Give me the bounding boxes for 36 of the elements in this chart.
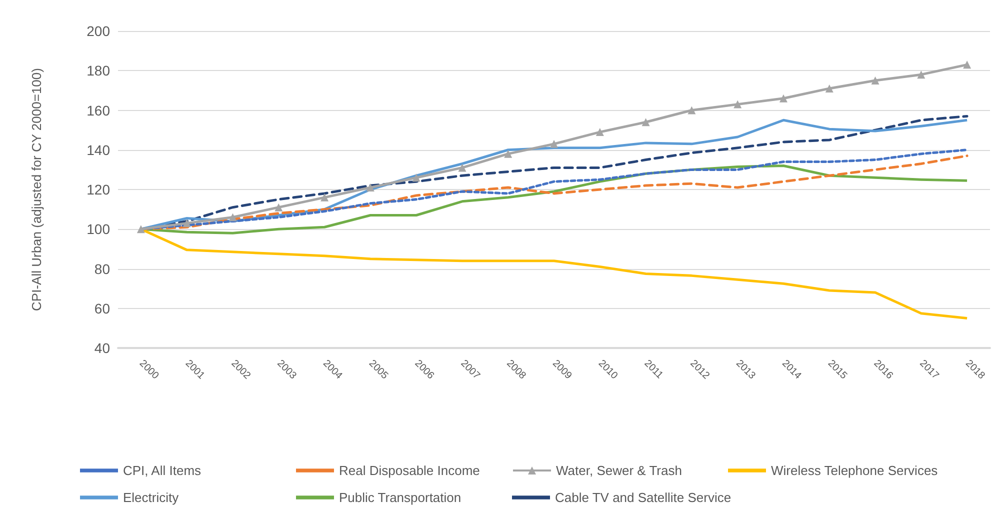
point — [596, 128, 604, 136]
point — [412, 174, 420, 182]
point — [550, 140, 558, 148]
point — [734, 100, 742, 108]
legend-label: Electricity — [123, 490, 180, 505]
point — [274, 203, 283, 212]
y-tick-label: 180 — [86, 62, 110, 79]
legend-label: Cable TV and Satellite Service — [555, 490, 732, 505]
y-tick-label: 200 — [86, 23, 110, 39]
point — [688, 106, 696, 114]
y-tick-label: 160 — [86, 102, 110, 118]
legend-label: Wireless Telephone Services — [771, 463, 938, 478]
legend-label: Water, Sewer & Trash — [556, 463, 682, 478]
point — [642, 118, 650, 126]
point — [182, 219, 191, 228]
point — [963, 60, 972, 69]
legend-label: CPI, All Items — [123, 463, 202, 478]
y-tick-label: 140 — [86, 142, 110, 158]
y-tick-label: 120 — [86, 182, 110, 198]
point — [320, 193, 329, 202]
point — [825, 84, 834, 92]
y-tick-label: 80 — [94, 260, 110, 277]
point — [228, 213, 237, 222]
point — [366, 184, 374, 192]
y-tick-label: 40 — [94, 340, 110, 356]
legend-label: Public Transportation — [339, 490, 462, 505]
y-tick-label: 100 — [86, 221, 110, 238]
point — [871, 76, 880, 85]
point — [504, 150, 512, 158]
point — [136, 225, 145, 234]
legend-label: Real Disposable Income — [339, 463, 480, 478]
point — [779, 94, 788, 102]
point — [458, 164, 466, 172]
y-tick-label: 60 — [94, 300, 110, 316]
y-axis-title: CPI-All Urban (adjusted for CY 2000=100) — [29, 68, 44, 311]
point — [917, 70, 926, 79]
